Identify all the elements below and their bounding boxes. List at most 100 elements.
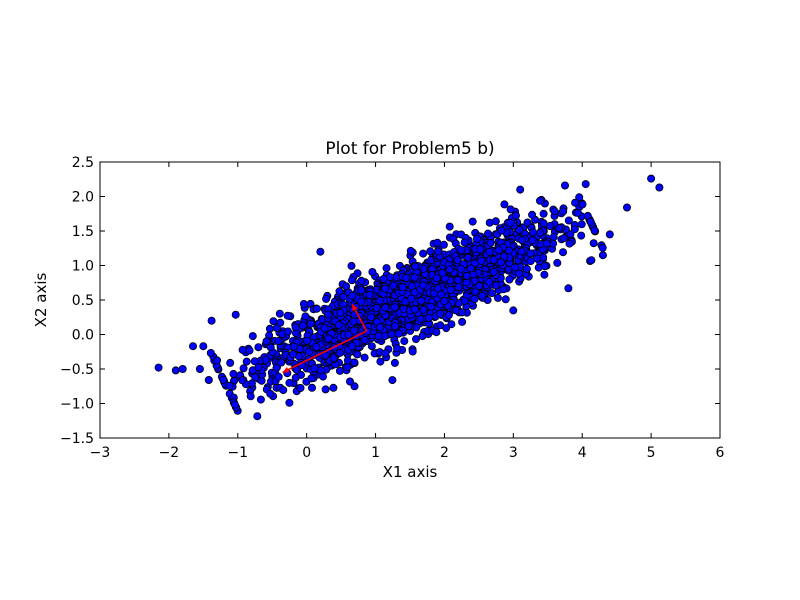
vector-arrowhead	[282, 366, 290, 373]
scatter-point	[274, 372, 283, 381]
scatter-point	[419, 249, 428, 258]
scatter-point	[460, 238, 469, 247]
scatter-point	[522, 264, 531, 273]
scatter-point	[321, 385, 330, 394]
scatter-point	[528, 236, 537, 245]
scatter-point	[444, 311, 453, 320]
scatter-point	[357, 286, 366, 295]
scatter-point	[344, 330, 353, 339]
scatter-point	[283, 311, 292, 320]
scatter-point	[565, 239, 574, 248]
scatter-point	[598, 251, 607, 260]
scatter-point	[463, 253, 472, 262]
scatter-point	[195, 364, 204, 373]
scatter-point	[226, 358, 235, 367]
scatter-point	[605, 230, 614, 239]
scatter-point	[390, 303, 399, 312]
scatter-point	[230, 400, 239, 409]
scatter-point	[381, 284, 390, 293]
scatter-point	[335, 348, 344, 357]
scatter-point	[570, 225, 579, 234]
scatter-point	[348, 342, 357, 351]
scatter-point	[348, 291, 357, 300]
scatter-point	[307, 374, 316, 383]
scatter-point	[559, 207, 568, 216]
x-tick-label: 3	[509, 445, 518, 461]
scatter-point	[298, 321, 307, 330]
scatter-point	[518, 235, 527, 244]
scatter-point	[171, 366, 180, 375]
scatter-point	[254, 363, 263, 372]
scatter-point	[343, 363, 352, 372]
scatter-point	[291, 373, 300, 382]
scatter-point	[454, 276, 463, 285]
scatter-point	[506, 218, 515, 227]
scatter-point	[410, 273, 419, 282]
scatter-point	[334, 320, 343, 329]
x-tick-label: 0	[302, 445, 311, 461]
scatter-point	[419, 281, 428, 290]
scatter-point	[304, 347, 313, 356]
scatter-point	[272, 363, 281, 372]
x-axis-label: X1 axis	[383, 463, 438, 481]
scatter-point	[515, 269, 524, 278]
scatter-point	[647, 174, 656, 183]
scatter-point	[424, 313, 433, 322]
x-tick-label: −1	[227, 445, 248, 461]
scatter-point	[239, 364, 248, 373]
scatter-point	[393, 344, 402, 353]
scatter-point	[343, 356, 352, 365]
scatter-point	[438, 268, 447, 277]
scatter-point	[357, 276, 366, 285]
scatter-point	[492, 281, 501, 290]
scatter-point	[549, 232, 558, 241]
scatter-point	[368, 267, 377, 276]
scatter-point	[454, 283, 463, 292]
scatter-point	[446, 285, 455, 294]
scatter-point	[303, 336, 312, 345]
scatter-point	[277, 358, 286, 367]
scatter-point	[468, 217, 477, 226]
scatter-point	[526, 257, 535, 266]
scatter-point	[312, 304, 321, 313]
scatter-point	[335, 287, 344, 296]
y-tick-label: −1.5	[60, 431, 94, 447]
scatter-point	[400, 337, 409, 346]
scatter-point	[324, 310, 333, 319]
scatter-point	[350, 358, 359, 367]
scatter-point	[440, 297, 449, 306]
scatter-point	[435, 309, 444, 318]
scatter-point	[335, 366, 344, 375]
scatter-point	[578, 200, 587, 209]
scatter-point	[460, 296, 469, 305]
scatter-point	[386, 273, 395, 282]
y-tick-label: −1.0	[60, 397, 94, 413]
scatter-point	[406, 246, 415, 255]
scatter-point	[536, 196, 545, 205]
scatter-point	[283, 327, 292, 336]
scatter-point	[274, 336, 283, 345]
scatter-point	[342, 282, 351, 291]
scatter-point	[402, 273, 411, 282]
scatter-point	[553, 258, 562, 267]
x-tick-label: −2	[159, 445, 180, 461]
scatter-point	[381, 349, 390, 358]
scatter-point	[515, 225, 524, 234]
scatter-point	[301, 312, 310, 321]
scatter-point	[457, 246, 466, 255]
scatter-point	[418, 332, 427, 341]
scatter-point	[496, 258, 505, 267]
x-tick-label: 1	[371, 445, 380, 461]
scatter-point	[279, 386, 288, 395]
scatter-point	[299, 299, 308, 308]
scatter-points	[154, 174, 664, 421]
chart-title: Plot for Problem5 b)	[325, 139, 494, 159]
x-tick-label: 2	[440, 445, 449, 461]
scatter-point	[485, 218, 494, 227]
scatter-point	[426, 302, 435, 311]
scatter-point	[573, 208, 582, 217]
scatter-point	[375, 296, 384, 305]
scatter-point	[388, 376, 397, 385]
x-tick-label: 4	[578, 445, 587, 461]
scatter-point	[655, 183, 664, 192]
